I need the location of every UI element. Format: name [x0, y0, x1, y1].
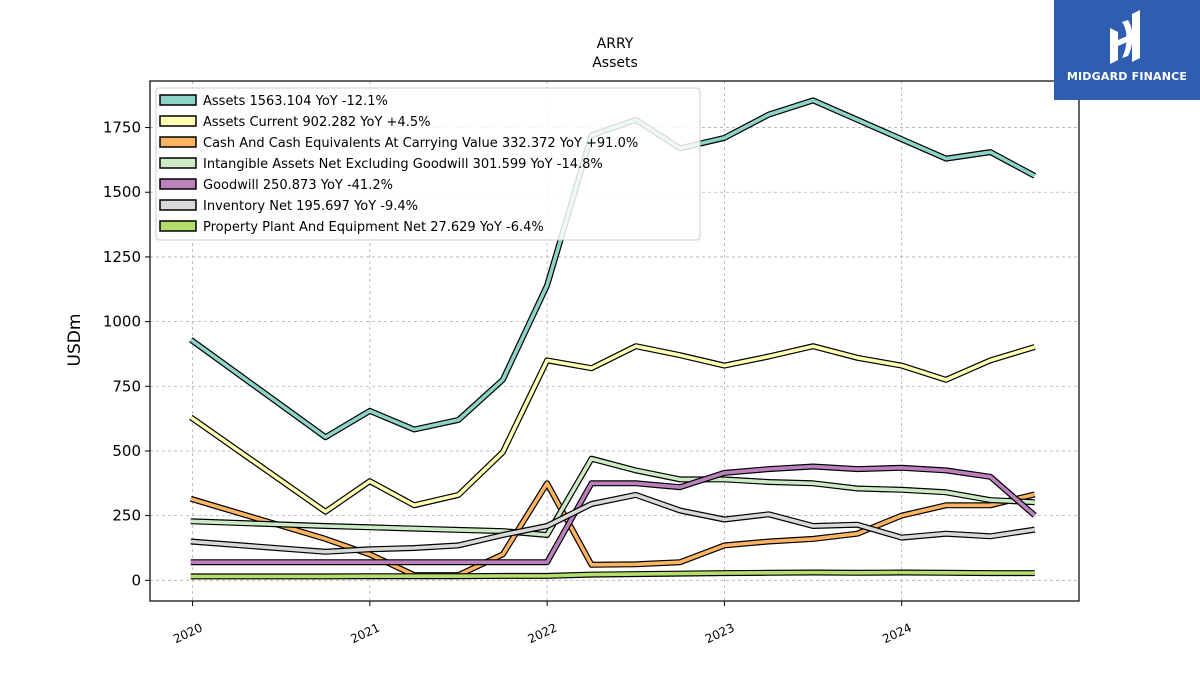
x-tick-label: 2020 — [171, 621, 205, 647]
midgard-logo: MIDGARD FINANCE — [1054, 0, 1200, 100]
series-line — [190, 570, 1035, 579]
legend-entry: Intangible Assets Net Excluding Goodwill… — [203, 157, 603, 172]
legend-swatch — [159, 94, 197, 106]
legend-swatch — [159, 199, 197, 211]
series-line — [190, 493, 1035, 554]
chart-title: ARRY — [597, 36, 634, 52]
y-tick-label: 250 — [112, 507, 141, 525]
y-tick-label: 1500 — [103, 183, 141, 201]
y-tick-label: 1750 — [103, 119, 141, 137]
series-line — [190, 456, 1035, 537]
y-tick-label: 750 — [112, 377, 141, 395]
series-line — [190, 481, 1036, 577]
legend-entry: Cash And Cash Equivalents At Carrying Va… — [203, 136, 638, 151]
logo-text: MIDGARD FINANCE — [1066, 70, 1188, 83]
y-tick-label: 1000 — [103, 313, 141, 331]
chart-subtitle: Assets — [592, 55, 638, 71]
x-tick-label: 2022 — [526, 621, 560, 647]
y-tick-label: 500 — [112, 442, 141, 460]
y-tick-label: 0 — [131, 571, 141, 589]
series-layer — [189, 97, 1037, 580]
legend-swatch — [159, 136, 197, 148]
legend: Assets 1563.104 YoY -12.1% Assets Current… — [155, 87, 701, 241]
legend-entry: Inventory Net 195.697 YoY -9.4% — [203, 199, 418, 214]
series-line — [190, 464, 1036, 565]
legend-entry: Assets 1563.104 YoY -12.1% — [203, 94, 388, 109]
legend-entry: Property Plant And Equipment Net 27.629 … — [203, 220, 544, 235]
legend-entry: Assets Current 902.282 YoY +4.5% — [203, 115, 430, 130]
legend-swatch — [159, 178, 197, 190]
legend-box — [155, 87, 701, 241]
plot-frame — [149, 80, 1080, 602]
legend-swatch — [159, 157, 197, 169]
series-line — [189, 344, 1036, 514]
legend-entry: Goodwill 250.873 YoY -41.2% — [203, 178, 393, 193]
x-tick-label: 2021 — [348, 621, 382, 647]
x-tick-label: 2024 — [880, 621, 914, 647]
legend-swatch — [159, 115, 197, 127]
x-tick-label: 2023 — [703, 621, 737, 647]
legend-swatch — [159, 220, 197, 232]
y-tick-label: 1250 — [103, 248, 141, 266]
y-axis-label: USDm — [65, 314, 85, 367]
midgard-logo-icon — [1110, 10, 1140, 64]
